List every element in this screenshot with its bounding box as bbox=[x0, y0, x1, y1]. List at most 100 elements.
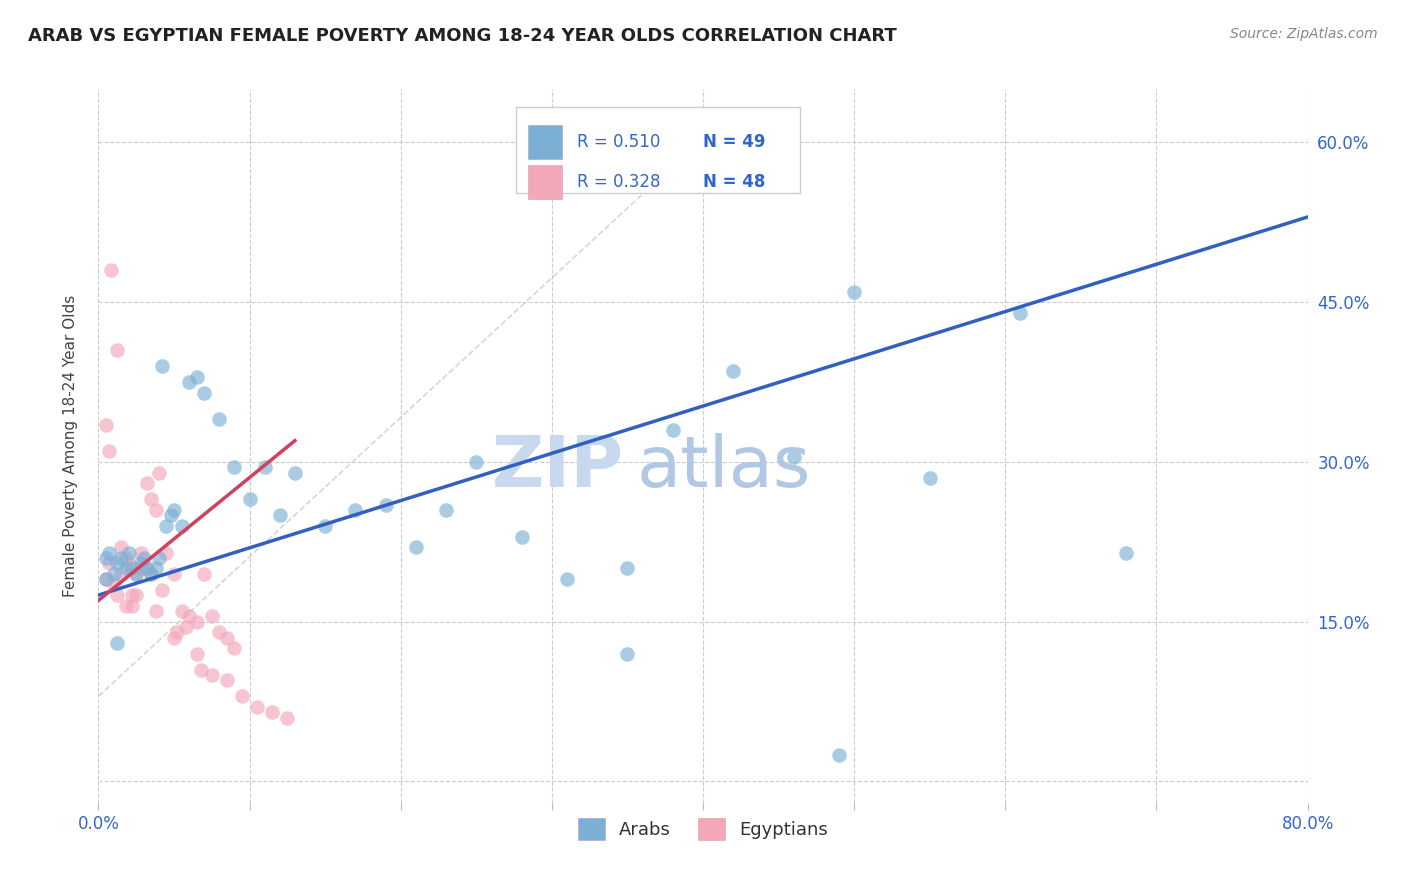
Point bbox=[118, 545, 141, 559]
Point bbox=[918, 471, 941, 485]
Text: atlas: atlas bbox=[637, 433, 811, 502]
Point bbox=[114, 550, 136, 565]
Point bbox=[215, 631, 238, 645]
Point bbox=[170, 604, 193, 618]
FancyBboxPatch shape bbox=[527, 125, 561, 159]
Point bbox=[190, 663, 212, 677]
Point bbox=[160, 508, 183, 523]
Point bbox=[179, 375, 201, 389]
Point bbox=[98, 545, 121, 559]
FancyBboxPatch shape bbox=[516, 107, 800, 193]
Point bbox=[129, 561, 152, 575]
Point bbox=[105, 343, 128, 358]
Point bbox=[150, 582, 173, 597]
Point bbox=[374, 498, 396, 512]
Point bbox=[276, 710, 298, 724]
Point bbox=[166, 625, 188, 640]
Point bbox=[105, 636, 128, 650]
Point bbox=[98, 444, 121, 458]
Point bbox=[555, 572, 578, 586]
Point bbox=[125, 566, 148, 581]
Point bbox=[193, 385, 215, 400]
Point bbox=[105, 556, 128, 570]
Point bbox=[141, 566, 163, 581]
Point bbox=[1010, 306, 1032, 320]
Text: N = 49: N = 49 bbox=[703, 133, 765, 151]
Point bbox=[135, 476, 157, 491]
Point bbox=[121, 561, 143, 575]
Point bbox=[163, 631, 186, 645]
Point bbox=[193, 566, 215, 581]
Point bbox=[105, 588, 128, 602]
Point bbox=[208, 625, 231, 640]
Point bbox=[163, 566, 186, 581]
Legend: Arabs, Egyptians: Arabs, Egyptians bbox=[571, 811, 835, 847]
Text: Source: ZipAtlas.com: Source: ZipAtlas.com bbox=[1230, 27, 1378, 41]
Point bbox=[155, 519, 177, 533]
Point bbox=[224, 641, 246, 656]
Point bbox=[135, 561, 157, 575]
Point bbox=[246, 700, 269, 714]
Point bbox=[103, 566, 125, 581]
Point bbox=[114, 561, 136, 575]
Text: R = 0.510: R = 0.510 bbox=[578, 133, 661, 151]
Point bbox=[163, 503, 186, 517]
Point bbox=[465, 455, 488, 469]
Point bbox=[110, 540, 132, 554]
Text: N = 48: N = 48 bbox=[703, 173, 765, 191]
Point bbox=[110, 566, 132, 581]
Point bbox=[155, 545, 177, 559]
Point bbox=[170, 519, 193, 533]
Point bbox=[94, 572, 117, 586]
Point bbox=[269, 508, 291, 523]
Point bbox=[145, 604, 167, 618]
Point bbox=[186, 369, 208, 384]
Point bbox=[94, 550, 117, 565]
Point bbox=[284, 466, 307, 480]
Point bbox=[98, 556, 121, 570]
Point bbox=[1115, 545, 1137, 559]
Y-axis label: Female Poverty Among 18-24 Year Olds: Female Poverty Among 18-24 Year Olds bbox=[63, 295, 77, 597]
Point bbox=[129, 556, 152, 570]
Point bbox=[145, 561, 167, 575]
Point bbox=[174, 620, 197, 634]
Point bbox=[121, 588, 143, 602]
Point bbox=[141, 492, 163, 507]
Point bbox=[231, 690, 253, 704]
FancyBboxPatch shape bbox=[527, 165, 561, 199]
Text: R = 0.328: R = 0.328 bbox=[578, 173, 661, 191]
Point bbox=[616, 561, 638, 575]
Point bbox=[94, 417, 117, 432]
Point bbox=[201, 668, 224, 682]
Point bbox=[262, 706, 284, 720]
Point bbox=[110, 550, 132, 565]
Point bbox=[405, 540, 427, 554]
Point bbox=[145, 503, 167, 517]
Point bbox=[121, 599, 143, 613]
Point bbox=[103, 577, 125, 591]
Point bbox=[132, 550, 155, 565]
Point bbox=[150, 359, 173, 373]
Point bbox=[239, 492, 262, 507]
Point bbox=[661, 423, 683, 437]
Point bbox=[186, 615, 208, 629]
Point bbox=[114, 599, 136, 613]
Point bbox=[434, 503, 457, 517]
Point bbox=[344, 503, 367, 517]
Point bbox=[132, 561, 155, 575]
Point bbox=[129, 545, 152, 559]
Point bbox=[100, 263, 122, 277]
Point bbox=[148, 550, 170, 565]
Point bbox=[723, 364, 745, 378]
Point bbox=[94, 572, 117, 586]
Point bbox=[253, 460, 276, 475]
Text: ARAB VS EGYPTIAN FEMALE POVERTY AMONG 18-24 YEAR OLDS CORRELATION CHART: ARAB VS EGYPTIAN FEMALE POVERTY AMONG 18… bbox=[28, 27, 897, 45]
Point bbox=[783, 450, 806, 464]
Point bbox=[844, 285, 866, 299]
Point bbox=[510, 529, 533, 543]
Point bbox=[186, 647, 208, 661]
Point bbox=[224, 460, 246, 475]
Point bbox=[148, 466, 170, 480]
Point bbox=[201, 609, 224, 624]
Point bbox=[179, 609, 201, 624]
